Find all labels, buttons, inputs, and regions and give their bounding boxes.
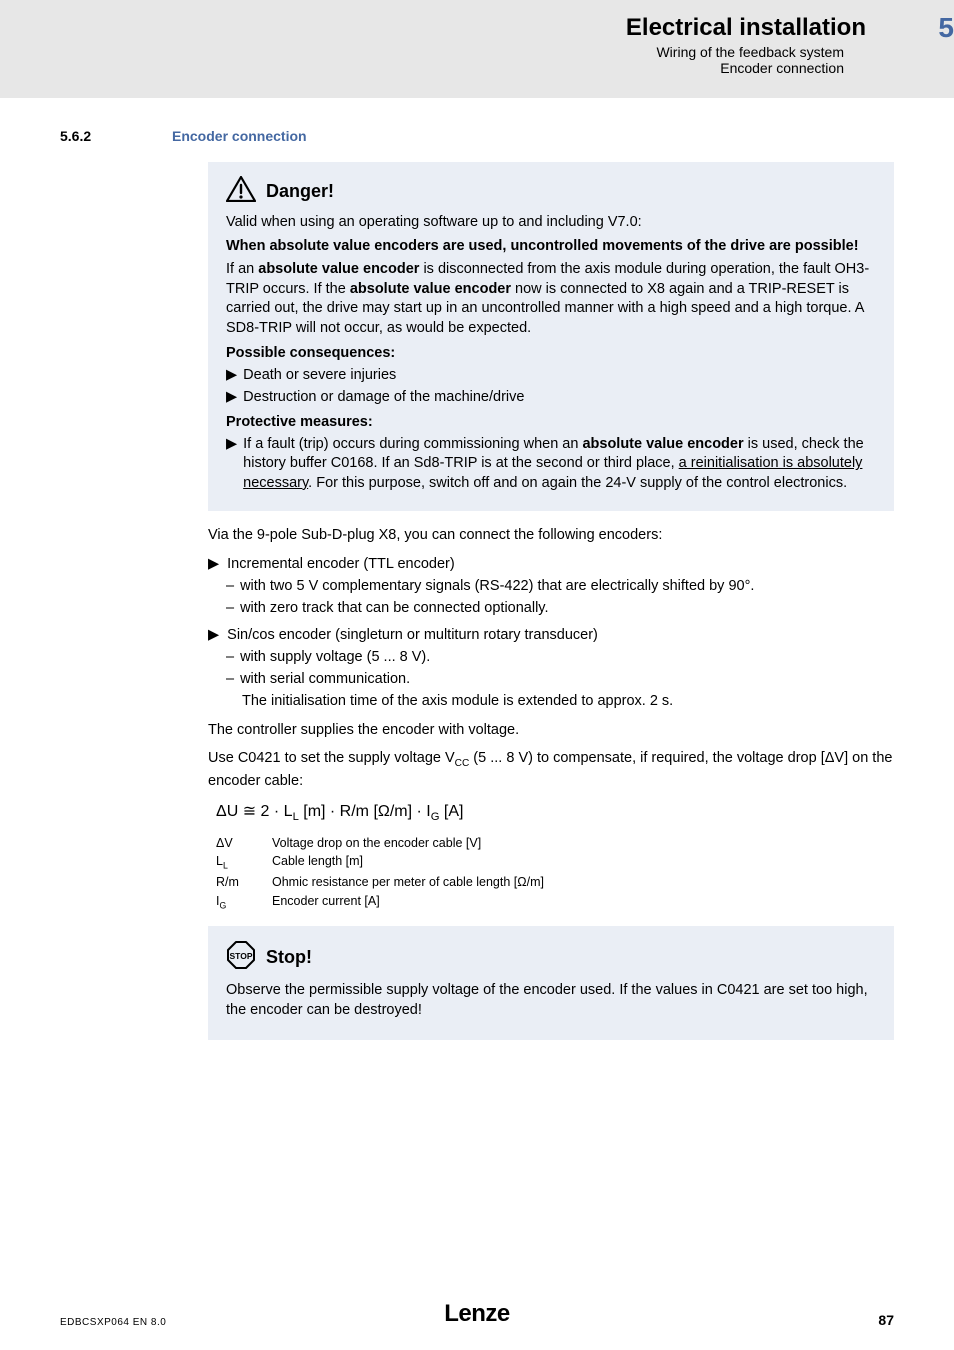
page-footer: EDBCSXP064 EN 8.0 Lenze 87 [60, 1312, 894, 1328]
content-area: 5.6.2 Encoder connection Danger! Valid w… [60, 128, 894, 1054]
body-p1: Via the 9-pole Sub-D-plug X8, you can co… [208, 525, 894, 545]
page-number: 87 [878, 1312, 894, 1328]
danger-callout: Danger! Valid when using an operating so… [208, 162, 894, 511]
svg-text:STOP: STOP [230, 951, 253, 961]
list-sub-indent: The initialisation time of the axis modu… [242, 691, 894, 711]
header-subtitle-2: Encoder connection [626, 60, 844, 76]
stop-p1: Observe the permissible supply voltage o… [226, 981, 876, 1020]
def-row: ΔVVoltage drop on the encoder cable [V] [216, 834, 894, 853]
danger-p2: When absolute value encoders are used, u… [226, 237, 876, 257]
chapter-number: 5 [938, 12, 954, 44]
list-sub-item: –with two 5 V complementary signals (RS-… [226, 576, 894, 596]
danger-icon [226, 176, 256, 207]
def-row: R/mOhmic resistance per meter of cable l… [216, 873, 894, 892]
header-content: Electrical installation Wiring of the fe… [626, 14, 914, 76]
header-bar: Electrical installation Wiring of the fe… [0, 0, 954, 98]
consequences-heading: Possible consequences: [226, 344, 876, 364]
header-subtitle-1: Wiring of the feedback system [626, 44, 844, 60]
list-sub-item: –with serial communication. [226, 669, 894, 689]
measure-item: ▶If a fault (trip) occurs during commiss… [226, 435, 876, 494]
list-item: ▶Incremental encoder (TTL encoder) [208, 554, 894, 574]
section-number: 5.6.2 [60, 128, 172, 144]
brand-logo: Lenze [444, 1300, 510, 1328]
stop-callout: STOP Stop! Observe the permissible suppl… [208, 926, 894, 1040]
danger-title: Danger! [266, 181, 334, 202]
section-heading-row: 5.6.2 Encoder connection [60, 128, 894, 144]
body-p2: The controller supplies the encoder with… [208, 720, 894, 740]
def-row: IGEncoder current [A] [216, 892, 894, 913]
definitions-table: ΔVVoltage drop on the encoder cable [V] … [216, 834, 894, 913]
list-sub-item: –with supply voltage (5 ... 8 V). [226, 647, 894, 667]
body-p3: Use C0421 to set the supply voltage VCC … [208, 748, 894, 791]
section-title: Encoder connection [172, 128, 307, 144]
measures-heading: Protective measures: [226, 413, 876, 433]
stop-header: STOP Stop! [226, 940, 876, 975]
stop-title: Stop! [266, 947, 312, 968]
formula: ΔU ≅ 2 · LL [m] · R/m [Ω/m] · IG [A] [216, 801, 894, 823]
list-sub-item: –with zero track that can be connected o… [226, 598, 894, 618]
list-item: ▶Sin/cos encoder (singleturn or multitur… [208, 625, 894, 645]
footer-doc-id: EDBCSXP064 EN 8.0 [60, 1317, 166, 1328]
def-row: LLCable length [m] [216, 852, 894, 873]
body-text: Via the 9-pole Sub-D-plug X8, you can co… [208, 525, 894, 912]
consequence-item: ▶Death or severe injuries [226, 366, 876, 386]
page-title: Electrical installation [626, 14, 866, 42]
danger-p3: If an absolute value encoder is disconne… [226, 260, 876, 338]
danger-p1: Valid when using an operating software u… [226, 213, 876, 233]
danger-header: Danger! [226, 176, 876, 207]
consequence-item: ▶Destruction or damage of the machine/dr… [226, 388, 876, 408]
stop-icon: STOP [226, 940, 256, 975]
